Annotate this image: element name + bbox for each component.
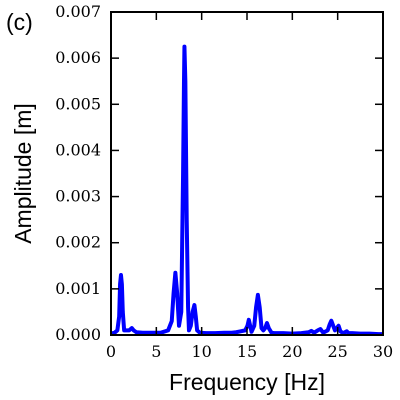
y-tick-label: 0.000: [55, 325, 101, 344]
y-tick-label: 0.003: [55, 187, 101, 206]
y-tick-label: 0.007: [55, 2, 101, 21]
panel-label: (c): [6, 9, 33, 35]
y-tick-label: 0.006: [55, 48, 101, 67]
x-tick-label: 15: [237, 342, 257, 361]
x-tick-label: 10: [191, 342, 211, 361]
x-tick-label: 20: [282, 342, 302, 361]
x-axis-title: Frequency [Hz]: [169, 369, 325, 395]
tick-layer: 0 5 10 15 20 25 30 0.000 0.001 0.002 0.003 0.004 0.0…: [55, 2, 393, 361]
y-tick-label: 0.001: [55, 279, 101, 298]
x-tick-label: 0: [106, 342, 116, 361]
y-tick-label: 0.002: [55, 233, 101, 252]
y-tick-label: 0.004: [55, 140, 101, 159]
x-tick-label: 30: [373, 342, 393, 361]
spectrum-series-line-0: [111, 44, 383, 335]
y-tick-label: 0.005: [55, 94, 101, 113]
x-tick-label: 25: [327, 342, 347, 361]
x-tick-label: 5: [151, 342, 161, 361]
data-layer: [111, 44, 383, 335]
y-axis-title: Amplitude [m]: [10, 103, 36, 244]
plot-frame: [110, 11, 384, 336]
